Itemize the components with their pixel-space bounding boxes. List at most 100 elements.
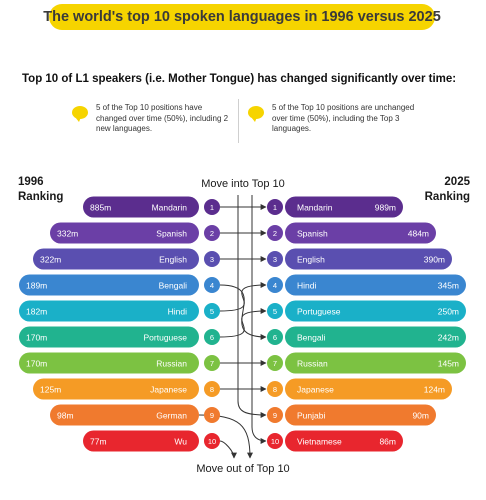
language-1996-japanese: Japanese: [150, 385, 187, 395]
language-2025-bengali: Bengali: [297, 333, 325, 343]
move-arrow: [237, 195, 267, 418]
value-2025-punjabi: 90m: [412, 411, 429, 421]
value-2025-hindi: 345m: [438, 281, 459, 291]
bar-1996-portuguese: [19, 326, 199, 348]
left-year: 1996: [18, 176, 44, 188]
rank-badge-2025: [267, 329, 283, 345]
note-left-text: 5 of the Top 10 positions have changed o…: [96, 103, 229, 133]
rank-number-1996: 5: [210, 307, 214, 316]
rank-badge-1996: [204, 355, 220, 371]
note-divider: [238, 99, 239, 143]
rank-number-2025: 10: [271, 437, 279, 446]
value-1996-wu: 77m: [90, 437, 107, 447]
move-arrow: [251, 195, 267, 444]
bar-1996-mandarin: [83, 196, 199, 218]
rank-badge-1996: [204, 407, 220, 423]
rank-badge-1996: [204, 329, 220, 345]
value-1996-japanese: 125m: [40, 385, 61, 395]
bar-2025-punjabi: [285, 404, 436, 426]
right-ranking-label: Ranking: [424, 191, 470, 203]
bar-1996-hindi: [19, 300, 199, 322]
language-1996-spanish: Spanish: [156, 229, 187, 239]
rank-number-1996: 8: [210, 385, 214, 394]
move-into-label: Move into Top 10: [201, 178, 285, 190]
move-arrow: [219, 284, 267, 340]
rank-number-1996: 10: [208, 437, 216, 446]
language-2025-hindi: Hindi: [297, 281, 316, 291]
rank-number-2025: 9: [273, 411, 277, 420]
value-2025-japanese: 124m: [424, 385, 445, 395]
rank-number-2025: 7: [273, 359, 277, 368]
bar-1996-bengali: [19, 274, 199, 296]
rank-badge-1996: [204, 381, 220, 397]
value-2025-spanish: 484m: [408, 229, 429, 239]
rank-number-2025: 8: [273, 385, 277, 394]
note-left: 5 of the Top 10 positions have changed o…: [72, 103, 232, 135]
language-1996-hindi: Hindi: [168, 307, 187, 317]
rank-number-1996: 9: [210, 411, 214, 420]
move-arrow: [219, 308, 267, 338]
page-title: The world's top 10 spoken languages in 1…: [43, 9, 441, 25]
rank-badge-1996: [204, 251, 220, 267]
language-1996-portuguese: Portuguese: [144, 333, 188, 343]
value-2025-mandarin: 989m: [375, 203, 396, 213]
bar-2025-bengali: [285, 326, 466, 348]
bar-2025-mandarin: [285, 196, 403, 218]
left-ranking-label: Ranking: [18, 191, 64, 203]
rank-number-2025: 5: [273, 307, 277, 316]
language-1996-english: English: [159, 255, 187, 265]
language-1996-german: German: [156, 411, 187, 421]
bar-2025-russian: [285, 352, 466, 374]
bar-2025-hindi: [285, 274, 466, 296]
rank-number-1996: 2: [210, 229, 214, 238]
rank-number-1996: 1: [210, 203, 214, 212]
right-year: 2025: [444, 176, 470, 188]
bar-1996-english: [33, 248, 199, 270]
rank-badge-2025: [267, 199, 283, 215]
language-1996-bengali: Bengali: [159, 281, 187, 291]
value-2025-portuguese: 250m: [438, 307, 459, 317]
rank-badge-2025: [267, 433, 283, 449]
title-banner: The world's top 10 spoken languages in 1…: [43, 4, 441, 30]
language-1996-mandarin: Mandarin: [152, 203, 188, 213]
language-2025-vietnamese: Vietnamese: [297, 437, 342, 447]
rank-number-2025: 6: [273, 333, 277, 342]
right-axis-label: 2025 Ranking: [424, 175, 470, 205]
rank-badge-2025: [267, 407, 283, 423]
move-arrow: [219, 440, 237, 459]
language-2025-portuguese: Portuguese: [297, 307, 341, 317]
value-1996-spanish: 332m: [57, 229, 78, 239]
language-2025-spanish: Spanish: [297, 229, 328, 239]
rank-badge-1996: [204, 303, 220, 319]
rank-badge-2025: [267, 225, 283, 241]
value-1996-hindi: 182m: [26, 307, 47, 317]
ranking-2025: Mandarin 989m 1 Spanish 484m 2 English 390m 3 Hin…: [267, 196, 466, 452]
bar-1996-wu: [83, 430, 199, 452]
bar-1996-russian: [19, 352, 199, 374]
bar-2025-spanish: [285, 222, 436, 244]
rank-number-2025: 2: [273, 229, 277, 238]
bar-2025-japanese: [285, 378, 452, 400]
rank-number-1996: 6: [210, 333, 214, 342]
language-2025-japanese: Japanese: [297, 385, 334, 395]
speech-bubble-icon: [72, 106, 88, 122]
value-2025-bengali: 242m: [438, 333, 459, 343]
rank-badge-2025: [267, 251, 283, 267]
rank-badge-1996: [204, 433, 220, 449]
rank-number-2025: 4: [273, 281, 277, 290]
value-2025-vietnamese: 86m: [379, 437, 396, 447]
bar-2025-vietnamese: [285, 430, 403, 452]
speech-bubble-icon: [248, 106, 264, 122]
rank-number-1996: 7: [210, 359, 214, 368]
rank-number-1996: 4: [210, 281, 214, 290]
rank-badge-1996: [204, 225, 220, 241]
bar-2025-portuguese: [285, 300, 466, 322]
note-right-text: 5 of the Top 10 positions are unchanged …: [272, 103, 415, 133]
subtitle: Top 10 of L1 speakers (i.e. Mother Tongu…: [22, 73, 457, 85]
value-1996-mandarin: 885m: [90, 203, 111, 213]
rank-badge-2025: [267, 303, 283, 319]
value-1996-portuguese: 170m: [26, 333, 47, 343]
language-1996-wu: Wu: [174, 437, 187, 447]
language-2025-english: English: [297, 255, 325, 265]
value-1996-german: 98m: [57, 411, 74, 421]
